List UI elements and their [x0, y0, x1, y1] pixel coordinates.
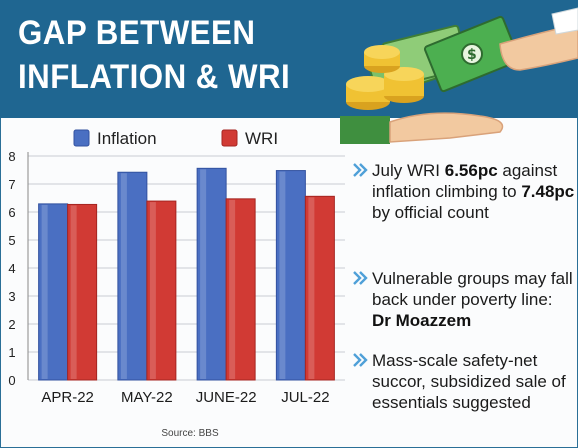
page-title-line-1: GAP BETWEEN	[18, 14, 256, 52]
bar-wri-may-22	[146, 200, 177, 381]
legend-swatch-wri	[221, 129, 238, 147]
chevron-right-icon	[353, 271, 368, 285]
x-tick-label: MAY-22	[121, 389, 173, 406]
bar-inflation-apr-22	[38, 203, 69, 381]
page-title-line-2: INFLATION & WRI	[18, 58, 291, 96]
y-tick-label: 4	[8, 261, 15, 276]
money-illustration: $	[340, 7, 578, 144]
chevron-right-icon	[353, 163, 368, 177]
hand-icon	[340, 7, 578, 144]
bar-wri-jul-22	[304, 195, 335, 381]
bar-highlight	[70, 205, 77, 379]
bar-chart: 0 1 2 3 4 5 6 7 8 APR-22 MAY-22 JUNE-22 JUL-22 Infl…	[8, 129, 345, 439]
key-point-text: Mass-scale safety-net succor, subsidized…	[372, 350, 576, 413]
bar-highlight	[120, 173, 127, 379]
bar-highlight	[229, 199, 236, 379]
bar-highlight	[41, 204, 48, 379]
y-tick-label: 5	[8, 233, 15, 248]
key-point-text: Vulnerable groups may fall back under po…	[372, 268, 576, 331]
key-point-fragment: Vulnerable groups may fall back under po…	[372, 269, 573, 309]
bar-highlight	[149, 202, 156, 379]
key-point-fragment: against inflation climbing to	[372, 161, 558, 201]
legend-swatch-inflation	[73, 129, 90, 147]
svg-text:$: $	[467, 47, 477, 63]
bar-inflation-jul-22	[275, 170, 306, 381]
legend-label-wri: WRI	[245, 129, 278, 148]
key-point-text: July WRI 6.56pc against inflation climbi…	[372, 160, 576, 223]
bar-wri-june-22	[225, 198, 256, 381]
y-tick-label: 1	[8, 345, 15, 360]
key-point-highlight: 7.48pc	[521, 182, 575, 201]
header-banner: GAP BETWEEN INFLATION & WRI	[0, 0, 578, 118]
x-tick-label: APR-22	[41, 389, 94, 406]
bar-highlight	[200, 169, 207, 379]
y-tick-label: 0	[8, 373, 15, 388]
key-point-highlight: Dr Moazzem	[372, 311, 472, 330]
legend-label-inflation: Inflation	[97, 129, 157, 148]
coin-stack-icon	[346, 45, 424, 110]
key-point-fragment: Mass-scale safety-net succor, subsidized…	[372, 351, 566, 412]
bar-inflation-june-22	[196, 167, 227, 381]
y-tick-label: 8	[8, 149, 15, 164]
y-tick-label: 2	[8, 317, 15, 332]
y-tick-label: 7	[8, 177, 15, 192]
key-point-fragment: by official count	[372, 203, 489, 222]
bar-wri-apr-22	[67, 203, 98, 381]
key-point-highlight: 6.56pc	[444, 161, 498, 180]
x-tick-label: JUNE-22	[196, 389, 257, 406]
y-tick-label: 6	[8, 205, 15, 220]
y-tick-label: 3	[8, 289, 15, 304]
chevron-right-icon	[353, 353, 368, 367]
bar-highlight	[308, 197, 315, 379]
key-point-fragment: July WRI	[372, 161, 445, 180]
x-tick-label: JUL-22	[281, 389, 329, 406]
source-note: Source: BBS	[161, 428, 219, 439]
bar-highlight	[279, 171, 286, 379]
